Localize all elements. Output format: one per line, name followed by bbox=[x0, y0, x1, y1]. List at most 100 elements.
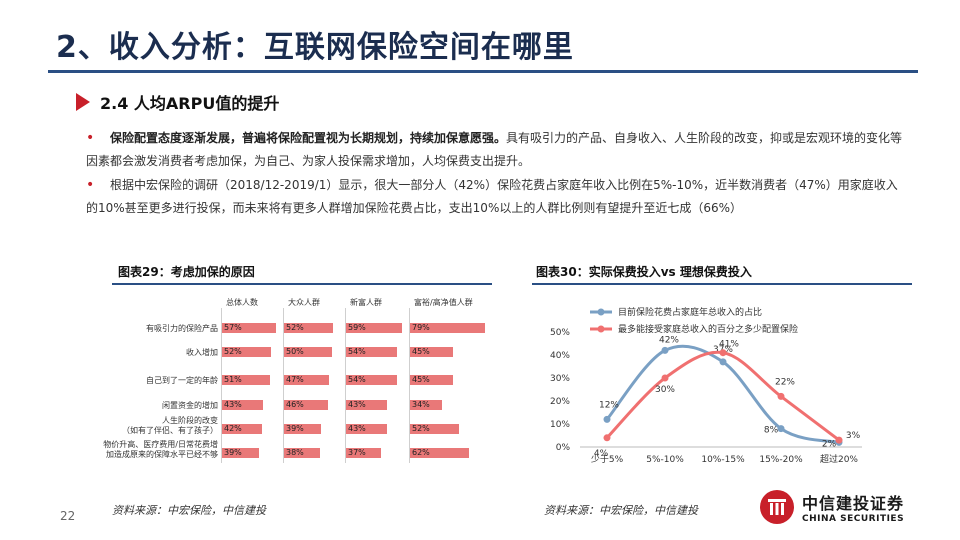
fig29-value-label: 79% bbox=[412, 323, 430, 332]
fig29-column-divider bbox=[283, 308, 284, 463]
fig29-bar bbox=[346, 323, 403, 333]
fig29-bar bbox=[284, 347, 332, 357]
fig29-value-label: 46% bbox=[286, 400, 304, 409]
fig30-x-tick-label: 10%-15% bbox=[701, 455, 745, 465]
fig29-source: 资料来源：中宏保险，中信建投 bbox=[112, 504, 266, 517]
fig30-data-point bbox=[603, 434, 611, 442]
fig29-value-label: 45% bbox=[412, 375, 430, 384]
fig29-value-label: 37% bbox=[348, 448, 366, 457]
fig29-column-header: 大众人群 bbox=[288, 298, 320, 307]
fig30-data-label: 42% bbox=[659, 335, 679, 345]
page-number: 22 bbox=[60, 509, 76, 523]
fig29-value-label: 39% bbox=[224, 448, 242, 457]
fig29-bar bbox=[346, 375, 398, 385]
fig30-legend-label: 最多能接受家庭总收入的百分之多少配置保险 bbox=[618, 323, 798, 335]
fig30-data-label: 41% bbox=[719, 340, 739, 350]
fig29-value-label: 38% bbox=[286, 448, 304, 457]
fig29-column-header: 新富人群 bbox=[350, 298, 382, 307]
fig30-data-label: 22% bbox=[775, 377, 795, 387]
fig30-y-tick-label: 20% bbox=[550, 397, 570, 407]
logo-emblem-icon bbox=[760, 490, 794, 524]
bullet-list: • 保险配置态度逐渐发展，普遍将保险配置视为长期规划，持续加保意愿强。具有吸引力… bbox=[86, 127, 906, 221]
bullet-bold-text: 保险配置态度逐渐发展，普遍将保险配置视为长期规划，持续加保意愿强。 bbox=[110, 131, 507, 145]
fig30-legend-marker bbox=[597, 308, 605, 316]
fig29-bar bbox=[284, 400, 328, 410]
fig29-column-divider bbox=[409, 308, 410, 463]
title-divider bbox=[48, 70, 918, 73]
fig30-data-label: 30% bbox=[655, 385, 675, 395]
fig29-category-label: 收入增加 bbox=[78, 348, 218, 358]
fig29-bar bbox=[346, 347, 398, 357]
fig30-data-label: 3% bbox=[846, 431, 861, 441]
fig29-bar bbox=[284, 375, 329, 385]
fig30-data-point bbox=[719, 349, 727, 357]
fig29-category-label: 自己到了一定的年龄 bbox=[78, 376, 218, 386]
fig29-category-label-line: 闲置资金的增加 bbox=[162, 401, 218, 410]
bullet-item: • 根据中宏保险的调研（2018/12-2019/1）显示，很大一部分人（42%… bbox=[86, 174, 906, 220]
fig30-data-point bbox=[661, 374, 669, 382]
fig29-title: 图表29：考虑加保的原因 bbox=[118, 265, 255, 279]
fig30-x-tick-label: 少于5% bbox=[591, 454, 624, 465]
fig29-value-label: 62% bbox=[412, 448, 430, 457]
fig29-category-label-line: 加造成原来的保障水平已经不够 bbox=[106, 450, 218, 459]
logo-english-name: CHINA SECURITIES bbox=[802, 514, 905, 524]
fig29-category-label: 物价升高、医疗费用/日常花费增 加造成原来的保障水平已经不够 bbox=[78, 440, 218, 460]
fig29-value-label: 47% bbox=[286, 375, 304, 384]
logo-chinese-name: 中信建投证券 bbox=[802, 494, 905, 513]
fig29-bar bbox=[346, 448, 382, 458]
fig29-bar bbox=[410, 424, 460, 434]
fig29-bar bbox=[410, 347, 453, 357]
fig29-category-label: 有吸引力的保险产品 bbox=[78, 324, 218, 334]
bullet-text: 根据中宏保险的调研（2018/12-2019/1）显示，很大一部分人（42%）保… bbox=[86, 178, 898, 215]
fig29-value-label: 52% bbox=[224, 347, 242, 356]
fig29-bar bbox=[222, 375, 271, 385]
bullet-dot-icon: • bbox=[86, 130, 95, 146]
fig29-value-label: 42% bbox=[224, 424, 242, 433]
fig30-legend-marker bbox=[597, 325, 605, 333]
arrow-bullet-icon bbox=[76, 93, 90, 111]
fig30-series-line bbox=[605, 350, 840, 442]
fig29-value-label: 57% bbox=[224, 323, 242, 332]
bullet-item: • 保险配置态度逐渐发展，普遍将保险配置视为长期规划，持续加保意愿强。具有吸引力… bbox=[86, 127, 906, 173]
fig29-bar bbox=[410, 448, 469, 458]
fig29-bar bbox=[346, 400, 387, 410]
fig29-title-rule bbox=[112, 283, 492, 285]
fig29-bar bbox=[284, 424, 322, 434]
fig30-data-point bbox=[777, 392, 785, 400]
fig29-bar bbox=[410, 400, 443, 410]
bullet-text: 具有吸引力的产品、自身收入、人生阶段的改变，抑或是宏观环境的变化等因素都会激发消… bbox=[86, 131, 903, 168]
fig29-value-label: 50% bbox=[286, 347, 304, 356]
subheading-text: 2.4 人均ARPU值的提升 bbox=[100, 94, 280, 113]
section-subheading: 2.4 人均ARPU值的提升 bbox=[76, 90, 279, 114]
fig29-value-label: 43% bbox=[348, 400, 366, 409]
fig29-value-label: 54% bbox=[348, 375, 366, 384]
fig30-data-label: 8% bbox=[764, 426, 779, 436]
fig29-column-header: 富裕/高净值人群 bbox=[414, 298, 473, 307]
fig29-bar bbox=[222, 347, 272, 357]
fig30-chart: 0% 10% 20% 30% 40% 50% 少于5% 5%-10% 10%-15% 15%-20… bbox=[550, 306, 862, 465]
fig29-category-label-line: 人生阶段的改变 bbox=[162, 416, 218, 425]
fig30-x-tick-label: 15%-20% bbox=[759, 455, 803, 465]
fig29-value-label: 39% bbox=[286, 424, 304, 433]
fig29-column-divider bbox=[345, 308, 346, 463]
fig30-data-point bbox=[777, 425, 785, 433]
fig30-data-label: 4% bbox=[594, 449, 609, 459]
fig30-y-tick-label: 0% bbox=[556, 443, 571, 453]
fig30-source: 资料来源：中宏保险，中信建投 bbox=[544, 504, 698, 517]
fig30-data-point bbox=[603, 415, 611, 423]
fig29-bar bbox=[222, 448, 260, 458]
fig29-value-label: 59% bbox=[348, 323, 366, 332]
fig29-bar bbox=[284, 323, 334, 333]
fig30-title: 图表30：实际保费投入vs 理想保费投入 bbox=[536, 265, 752, 279]
fig29-category-label-line: 收入增加 bbox=[186, 348, 218, 357]
fig29-category-label-line: 物价升高、医疗费用/日常花费增 bbox=[103, 440, 218, 449]
fig29-bar bbox=[284, 448, 321, 458]
fig29-category-label-line: （如有了伴侣、有了孩子） bbox=[122, 426, 218, 435]
fig30-legend-label: 目前保险花费占家庭年总收入的占比 bbox=[618, 306, 762, 318]
company-logo: 中信建投证券 CHINA SECURITIES bbox=[760, 490, 904, 524]
fig29-value-label: 45% bbox=[412, 347, 430, 356]
fig29-value-label: 51% bbox=[224, 375, 242, 384]
fig29-category-label-line: 自己到了一定的年龄 bbox=[146, 376, 218, 385]
fig30-y-tick-label: 10% bbox=[550, 420, 570, 430]
fig30-data-point bbox=[719, 358, 727, 366]
